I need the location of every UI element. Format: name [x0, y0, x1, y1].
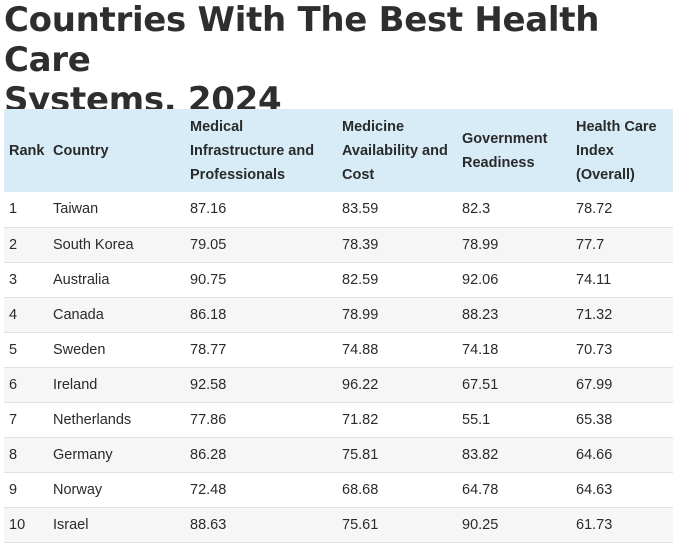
cell-infrastructure: 88.63	[185, 507, 337, 543]
table-row: 1 Taiwan 87.16 83.59 82.3 78.72	[4, 192, 673, 228]
cell-government: 82.3	[457, 192, 571, 228]
cell-country: Norway	[48, 472, 185, 508]
cell-rank: 10	[4, 507, 48, 543]
column-header-government-line-1: Government	[462, 130, 548, 147]
cell-infrastructure: 87.16	[185, 192, 337, 228]
cell-government: 88.23	[457, 297, 571, 333]
cell-infrastructure: 79.05	[185, 227, 337, 263]
cell-country: Canada	[48, 297, 185, 333]
column-header-rank: Rank	[4, 109, 48, 192]
table-row: 5 Sweden 78.77 74.88 74.18 70.73	[4, 332, 673, 368]
cell-medicine: 75.61	[337, 507, 457, 543]
cell-index: 74.11	[571, 262, 673, 298]
cell-index: 71.32	[571, 297, 673, 333]
header-row: Rank Country Medical Infrastructure and …	[4, 109, 673, 192]
cell-government: 74.18	[457, 332, 571, 368]
cell-country: Germany	[48, 437, 185, 473]
table-header: Rank Country Medical Infrastructure and …	[4, 109, 673, 192]
column-header-government: Government Readiness	[457, 109, 571, 192]
column-header-country-label: Country	[53, 142, 109, 159]
health-care-table: Rank Country Medical Infrastructure and …	[4, 109, 673, 543]
cell-medicine: 71.82	[337, 402, 457, 438]
cell-rank: 4	[4, 297, 48, 333]
cell-country: Australia	[48, 262, 185, 298]
cell-infrastructure: 86.28	[185, 437, 337, 473]
column-header-infrastructure-line-3: Professionals	[190, 166, 286, 183]
cell-medicine: 96.22	[337, 367, 457, 403]
cell-index: 65.38	[571, 402, 673, 438]
cell-medicine: 83.59	[337, 192, 457, 228]
column-header-index: Health Care Index (Overall)	[571, 109, 673, 192]
cell-country: Ireland	[48, 367, 185, 403]
cell-government: 78.99	[457, 227, 571, 263]
cell-infrastructure: 72.48	[185, 472, 337, 508]
cell-infrastructure: 86.18	[185, 297, 337, 333]
table-row: 4 Canada 86.18 78.99 88.23 71.32	[4, 297, 673, 333]
page-title: Countries With The Best Health Care Syst…	[4, 0, 684, 120]
cell-rank: 7	[4, 402, 48, 438]
table-row: 7 Netherlands 77.86 71.82 55.1 65.38	[4, 402, 673, 438]
cell-index: 78.72	[571, 192, 673, 228]
cell-index: 77.7	[571, 227, 673, 263]
cell-country: Sweden	[48, 332, 185, 368]
column-header-index-line-3: (Overall)	[576, 166, 635, 183]
cell-rank: 2	[4, 227, 48, 263]
cell-infrastructure: 78.77	[185, 332, 337, 368]
column-header-infrastructure-line-1: Medical	[190, 118, 244, 135]
cell-index: 64.63	[571, 472, 673, 508]
cell-medicine: 78.99	[337, 297, 457, 333]
cell-government: 67.51	[457, 367, 571, 403]
table-row: 8 Germany 86.28 75.81 83.82 64.66	[4, 437, 673, 473]
cell-government: 64.78	[457, 472, 571, 508]
cell-index: 70.73	[571, 332, 673, 368]
column-header-index-line-1: Health Care	[576, 118, 657, 135]
cell-country: Israel	[48, 507, 185, 543]
cell-rank: 9	[4, 472, 48, 508]
cell-government: 55.1	[457, 402, 571, 438]
column-header-medicine-line-1: Medicine	[342, 118, 405, 135]
column-header-rank-label: Rank	[9, 142, 45, 159]
column-header-index-line-2: Index	[576, 142, 614, 159]
cell-government: 90.25	[457, 507, 571, 543]
cell-medicine: 82.59	[337, 262, 457, 298]
cell-rank: 1	[4, 192, 48, 228]
cell-medicine: 68.68	[337, 472, 457, 508]
column-header-government-line-2: Readiness	[462, 154, 535, 171]
table-row: 6 Ireland 92.58 96.22 67.51 67.99	[4, 367, 673, 403]
cell-country: South Korea	[48, 227, 185, 263]
cell-country: Taiwan	[48, 192, 185, 228]
cell-government: 92.06	[457, 262, 571, 298]
page-title-line-1: Countries With The Best Health Care	[4, 0, 600, 80]
cell-infrastructure: 77.86	[185, 402, 337, 438]
cell-rank: 6	[4, 367, 48, 403]
cell-country: Netherlands	[48, 402, 185, 438]
column-header-medicine-line-2: Availability and	[342, 142, 448, 159]
table-row: 9 Norway 72.48 68.68 64.78 64.63	[4, 472, 673, 508]
cell-infrastructure: 92.58	[185, 367, 337, 403]
cell-index: 67.99	[571, 367, 673, 403]
cell-index: 61.73	[571, 507, 673, 543]
column-header-medicine-line-3: Cost	[342, 166, 375, 183]
table-row: 2 South Korea 79.05 78.39 78.99 77.7	[4, 227, 673, 263]
table-row: 3 Australia 90.75 82.59 92.06 74.11	[4, 262, 673, 298]
cell-medicine: 78.39	[337, 227, 457, 263]
cell-government: 83.82	[457, 437, 571, 473]
table-row: 10 Israel 88.63 75.61 90.25 61.73	[4, 507, 673, 543]
column-header-country: Country	[48, 109, 185, 192]
cell-rank: 8	[4, 437, 48, 473]
column-header-infrastructure-line-2: Infrastructure and	[190, 142, 315, 159]
cell-medicine: 74.88	[337, 332, 457, 368]
cell-rank: 3	[4, 262, 48, 298]
table-body: 1 Taiwan 87.16 83.59 82.3 78.72 2 South …	[4, 192, 673, 543]
cell-infrastructure: 90.75	[185, 262, 337, 298]
cell-medicine: 75.81	[337, 437, 457, 473]
column-header-infrastructure: Medical Infrastructure and Professionals	[185, 109, 337, 192]
cell-rank: 5	[4, 332, 48, 368]
cell-index: 64.66	[571, 437, 673, 473]
column-header-medicine: Medicine Availability and Cost	[337, 109, 457, 192]
